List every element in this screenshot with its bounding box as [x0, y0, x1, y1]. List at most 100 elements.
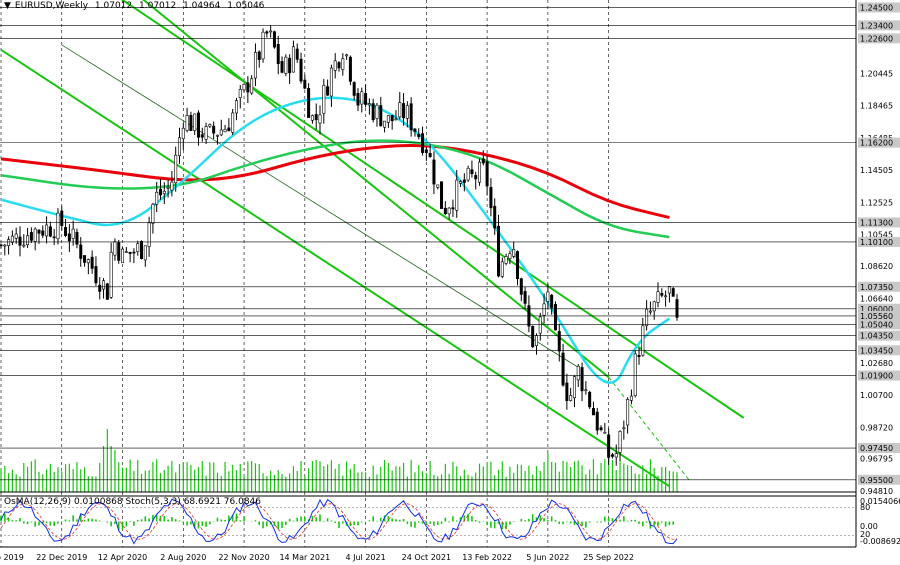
candle-body — [86, 259, 90, 264]
candle-body — [591, 408, 595, 416]
candle-body — [193, 113, 197, 131]
candle-body — [219, 129, 223, 136]
symbol-label[interactable]: EURUSD,Weekly — [14, 1, 89, 11]
candle-body — [288, 57, 292, 74]
candle-body — [3, 244, 7, 247]
candle-body — [383, 120, 387, 128]
candle-body — [276, 44, 280, 65]
price-tick-label: 1.10100 — [860, 238, 893, 247]
stoch-main-line — [0, 498, 678, 545]
symbol-dropdown-icon[interactable]: ▼ — [4, 1, 11, 11]
candle-body — [231, 112, 235, 133]
candle-body — [307, 88, 311, 118]
price-tick-label: 0.95500 — [860, 476, 893, 485]
candle-body — [140, 241, 144, 259]
price-level-tag — [858, 33, 900, 44]
candle-body — [531, 325, 535, 348]
candle-body — [242, 83, 246, 91]
candle-body — [41, 230, 45, 236]
candle-body — [466, 167, 470, 181]
channel-lines — [0, 0, 745, 488]
candle-body — [626, 399, 630, 426]
candle-body — [83, 255, 87, 263]
candle-body — [595, 411, 599, 431]
candle-body — [459, 181, 463, 184]
candle-body — [170, 181, 174, 191]
oscillator-tick-label: 20 — [860, 530, 870, 539]
candle-body — [326, 86, 330, 96]
price-tick-label: 1.06000 — [860, 305, 893, 314]
osma-value: 0.0100868 — [73, 497, 123, 507]
candle-body — [497, 225, 501, 277]
oscillator-tick-label: 0.0154066 — [860, 497, 900, 506]
candle-body — [94, 266, 98, 284]
candle-body — [561, 352, 565, 386]
candle-body — [656, 291, 660, 303]
candle-body — [200, 134, 204, 138]
time-tick-label: 2 Aug 2020 — [160, 553, 206, 562]
candle-body — [208, 124, 212, 127]
channel-extension-line — [608, 376, 690, 481]
candle-body — [390, 114, 394, 122]
candle-body — [132, 251, 136, 254]
price-level-tag — [858, 2, 900, 13]
candle-body — [352, 82, 356, 96]
candle-body — [493, 205, 497, 229]
stoch-signal-line — [0, 503, 678, 540]
candle-body — [310, 115, 314, 121]
chart-frame — [0, 0, 857, 548]
candle-body — [234, 100, 238, 114]
candle-body — [79, 244, 83, 259]
candle-body — [607, 434, 611, 458]
candle-body — [22, 244, 26, 247]
candle-body — [550, 294, 554, 308]
candle-body — [584, 389, 588, 392]
candle-body — [45, 224, 49, 237]
candle-body — [337, 62, 341, 69]
candle-body — [322, 85, 326, 114]
candle-body — [645, 308, 649, 327]
channel-line — [120, 0, 745, 419]
price-tick-label: 0.96795 — [860, 455, 893, 464]
price-tick-label: 1.24500 — [860, 3, 893, 12]
high-value: 1.07012 — [139, 1, 177, 11]
candle-body — [196, 112, 200, 138]
candle-body — [185, 115, 189, 131]
candle-body — [227, 127, 231, 132]
candle-body — [379, 105, 383, 127]
price-tick-label: 1.10545 — [860, 231, 893, 240]
candle-body — [500, 261, 504, 277]
price-tick-label: 1.18465 — [860, 102, 893, 111]
candle-body — [546, 291, 550, 302]
price-level-lines — [0, 7, 856, 481]
price-tick-label: 1.22600 — [860, 34, 893, 43]
price-tick-label: 1.08620 — [860, 262, 893, 271]
time-tick-label: 13 Feb 2022 — [462, 553, 512, 562]
price-tick-label: 1.02680 — [860, 359, 893, 368]
price-tick-label: 1.03450 — [860, 346, 893, 355]
candle-body — [474, 175, 478, 180]
candle-body — [375, 104, 379, 119]
candle-body — [250, 78, 254, 94]
candle-body — [599, 427, 603, 431]
price-axis: 1.245001.234001.226001.204451.184651.164… — [858, 2, 900, 496]
candle-body — [71, 228, 75, 239]
candle-body — [329, 67, 333, 97]
candle-body — [534, 335, 538, 347]
candle-body — [215, 134, 219, 137]
candle-body — [257, 51, 261, 60]
candle-body — [409, 103, 413, 131]
oscillator-tick-label: 0.00 — [860, 522, 878, 531]
candle-body — [348, 56, 352, 82]
time-tick-label: 5 Jun 2022 — [526, 553, 569, 562]
time-tick-label: 22 Nov 2020 — [218, 553, 269, 562]
candle-body — [48, 226, 52, 237]
candle-body — [29, 232, 33, 241]
price-tick-label: 1.11300 — [860, 218, 893, 227]
candle-body — [272, 31, 276, 48]
price-tick-label: 1.16200 — [860, 139, 893, 148]
candlesticks — [0, 24, 679, 466]
candle-body — [637, 354, 641, 358]
